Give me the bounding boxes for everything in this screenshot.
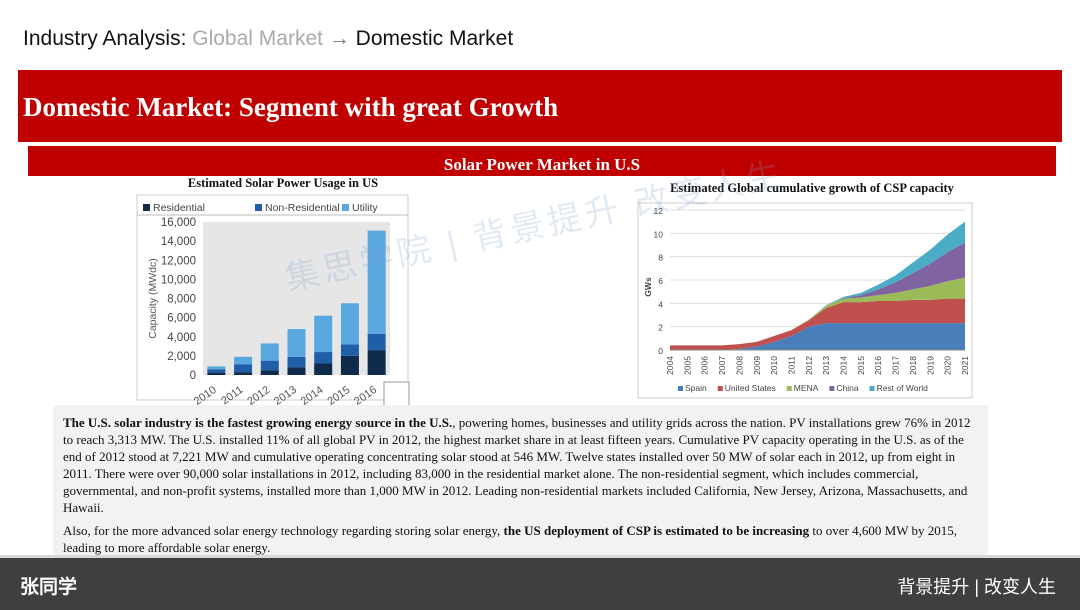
x-tick-label: 2015: [856, 356, 866, 375]
y-tick-label: 16,000: [161, 217, 196, 229]
x-tick-label: 2017: [891, 356, 901, 375]
legend-label: United States: [725, 383, 776, 393]
x-tick-label: 2010: [769, 356, 779, 375]
y-tick-label: 6: [658, 276, 663, 286]
bar-segment: [314, 352, 333, 364]
bar-segment: [287, 329, 306, 357]
x-tick-label: 2006: [700, 356, 710, 375]
x-tick-label: 2014: [839, 356, 849, 375]
bar-segment: [314, 315, 333, 353]
subtitle-banner: Solar Power Market in U.S: [28, 146, 1056, 176]
bar-segment: [367, 350, 386, 375]
y-tick-label: 4,000: [167, 332, 196, 344]
legend-swatch: [678, 386, 683, 391]
x-tick-label: 2007: [717, 356, 727, 375]
paragraph: Also, for the more advanced solar energy…: [63, 522, 978, 555]
area: [670, 298, 965, 350]
y-tick-label: 12: [654, 206, 664, 216]
legend-label: Non-Residential: [265, 202, 340, 214]
y-axis-label: GWs: [643, 277, 653, 297]
bar-segment: [260, 370, 279, 375]
x-tick-label: 2018: [908, 356, 918, 375]
breadcrumb-arrow: →: [328, 27, 350, 50]
legend-swatch: [255, 204, 262, 211]
text-box: The U.S. solar industry is the fastest g…: [53, 405, 988, 555]
y-tick-label: 4: [658, 299, 663, 309]
y-tick-label: 8: [658, 253, 663, 263]
x-tick-label: 2005: [682, 356, 692, 375]
footer-right: 背景提升 | 改变人生: [897, 577, 1056, 597]
legend-swatch: [143, 204, 150, 211]
y-tick-label: 12,000: [161, 255, 196, 267]
bar-segment: [287, 356, 306, 368]
bold-text: The U.S. solar industry is the fastest g…: [63, 415, 453, 430]
bar-segment: [207, 372, 226, 375]
bar-segment: [207, 366, 226, 370]
x-tick-label: 2009: [752, 356, 762, 375]
legend-label: Rest of World: [877, 383, 929, 393]
area: [670, 277, 965, 346]
y-tick-label: 2: [658, 323, 663, 333]
bar-segment: [340, 303, 359, 345]
y-tick-label: 0: [190, 370, 196, 382]
legend-swatch: [829, 386, 835, 391]
bar-segment: [260, 360, 279, 371]
breadcrumb-prefix: Industry Analysis:: [23, 27, 187, 50]
area: [670, 323, 965, 350]
chart-title: Estimated Solar Power Usage in US: [188, 176, 378, 190]
legend-swatch: [717, 386, 723, 391]
x-tick-label: 2012: [804, 356, 814, 375]
legend-label: MENA: [794, 383, 819, 393]
bar-segment: [367, 333, 386, 351]
y-axis-label: Capacity (MWdc): [147, 258, 159, 339]
x-tick-label: 2020: [943, 356, 953, 375]
y-tick-label: 6,000: [167, 313, 196, 325]
bold-text: the US deployment of CSP is estimated to…: [503, 523, 810, 538]
text: to over 4,600 MW by 2015, leading to mor…: [63, 523, 957, 555]
x-tick-label: 2016: [873, 356, 883, 375]
legend-swatch: [786, 386, 792, 391]
breadcrumb-current: Domestic Market: [355, 27, 514, 50]
x-tick-label: 2011: [786, 356, 796, 375]
y-tick-label: 8,000: [167, 294, 196, 306]
legend-label: Utility: [352, 202, 378, 214]
text: Also, for the more advanced solar energy…: [63, 523, 504, 538]
breadcrumb-previous: Global Market: [192, 27, 323, 50]
chart-title: Estimated Global cumulative growth of CS…: [670, 181, 955, 195]
bar-segment: [234, 356, 253, 365]
legend-swatch: [342, 204, 349, 211]
footer: 张同学 背景提升 | 改变人生: [0, 555, 1080, 610]
x-tick-label: 2004: [665, 356, 675, 375]
y-tick-label: 2,000: [167, 351, 196, 363]
bar-segment: [260, 343, 279, 361]
y-tick-label: 0: [658, 346, 663, 356]
title-banner: Domestic Market: Segment with great Grow…: [18, 70, 1062, 142]
legend-label: Spain: [685, 383, 707, 393]
legend-swatch: [869, 386, 875, 391]
footer-left: 张同学: [20, 577, 78, 598]
bar-segment: [234, 372, 253, 375]
text: , powering homes, businesses and utility…: [63, 415, 971, 515]
breadcrumb: Industry Analysis: Global Market → Domes…: [23, 27, 513, 51]
y-tick-label: 10,000: [161, 274, 196, 286]
bar-segment: [340, 344, 359, 356]
bar-segment: [287, 367, 306, 375]
bar-segment: [314, 363, 333, 375]
bar-segment: [234, 364, 253, 373]
paragraph: The U.S. solar industry is the fastest g…: [63, 414, 978, 516]
y-tick-label: 14,000: [161, 236, 196, 248]
bar-segment: [207, 369, 226, 373]
legend-label: Residential: [153, 202, 205, 214]
x-tick-label: 2013: [821, 356, 831, 375]
x-tick-label: 2019: [925, 356, 935, 375]
corner-box: [383, 381, 410, 407]
legend-label: China: [836, 383, 858, 393]
bar-segment: [340, 355, 359, 375]
x-tick-label: 2021: [960, 356, 970, 375]
y-tick-label: 10: [654, 229, 664, 239]
x-tick-label: 2008: [734, 356, 744, 375]
bar-segment: [367, 230, 386, 334]
